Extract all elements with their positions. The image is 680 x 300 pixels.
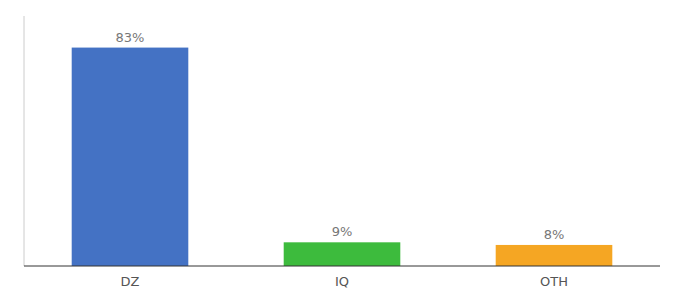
bar bbox=[72, 48, 189, 266]
y-axis-line bbox=[24, 16, 25, 266]
chart-container: 83% 9% 8% DZ IQ OTH bbox=[0, 0, 680, 300]
bar bbox=[284, 242, 401, 266]
data-labels: 83% 9% 8% bbox=[116, 30, 565, 242]
data-label: 8% bbox=[544, 227, 565, 242]
page: {"chart_data": {"type": "bar", "categori… bbox=[0, 0, 680, 300]
chart: 83% 9% 8% DZ IQ OTH bbox=[0, 0, 680, 300]
data-label: 9% bbox=[332, 224, 353, 239]
data-label: 83% bbox=[116, 30, 145, 45]
x-axis-line bbox=[24, 266, 660, 267]
x-tick-label: IQ bbox=[335, 274, 349, 289]
x-tick-label: OTH bbox=[540, 274, 568, 289]
x-ticks: DZ IQ OTH bbox=[121, 274, 568, 289]
x-tick-label: DZ bbox=[121, 274, 140, 289]
bar bbox=[496, 245, 613, 266]
bars bbox=[72, 48, 613, 266]
